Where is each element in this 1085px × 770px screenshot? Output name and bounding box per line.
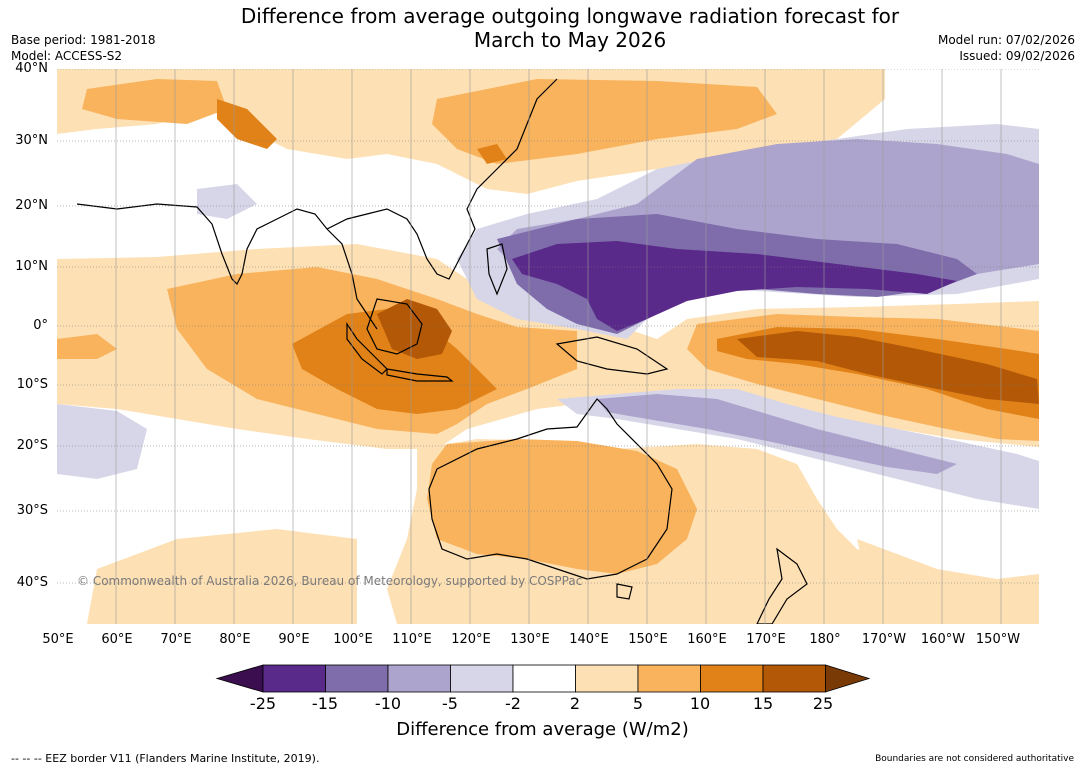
title-line-1: Difference from average outgoing longwav… [240,4,900,28]
lon-label-150e: 150°E [628,632,668,647]
lon-label-120e: 120°E [451,632,491,647]
lon-label-80e: 80°E [219,632,251,647]
lon-label-160w: 160°W [920,632,966,647]
lat-label-10n: 10°N [15,259,48,274]
anomaly-map [57,69,1039,624]
issued-date: Issued: 09/02/2026 [959,49,1075,63]
colorbar-swatch [762,664,826,693]
boundaries-disclaimer: Boundaries are not considered authoritat… [875,754,1074,764]
model-name: Model: ACCESS-S2 [11,49,123,63]
lat-label-40n: 40°N [15,61,48,76]
colorbar-tick: 15 [752,694,774,713]
coastlines [76,78,808,624]
map-title: Difference from average outgoing longwav… [0,4,1085,52]
sumatra [346,322,388,375]
anomaly-15-25-regions [377,299,1039,404]
lon-label-160e: 160°E [687,632,727,647]
colorbar-tick: -2 [505,694,521,713]
colorbar-swatch [325,664,389,693]
lat-label-40s: 40°S [16,575,48,590]
anomaly-minus-15-25-regions [512,241,957,331]
colorbar-swatch [262,664,326,693]
lon-label-150w: 150°W [975,632,1021,647]
colorbar-tick: 5 [632,694,644,713]
colorbar-arrow-min [215,664,264,693]
meta-left: Base period: 1981-2018 Model: ACCESS-S2 [11,32,156,64]
philippines [486,243,508,296]
lat-label-20s: 20°S [16,438,48,453]
lon-label-60e: 60°E [101,632,133,647]
colorbar-tick: -25 [249,694,277,713]
colorbar-tick: -15 [311,694,339,713]
colorbar-swatch [575,664,639,693]
colorbar-swatch [700,664,764,693]
east-asia-coast [326,78,558,280]
lat-label-0: 0° [33,318,48,333]
base-period: Base period: 1981-2018 [11,33,156,47]
colorbar-tick: -10 [374,694,402,713]
lat-label-20n: 20°N [15,198,48,213]
lon-label-90e: 90°E [278,632,310,647]
graticule-meridians [115,69,1002,624]
lat-label-30n: 30°N [15,133,48,148]
meta-right: Model run: 07/02/2026 Issued: 09/02/2026 [938,32,1075,64]
lon-label-50e: 50°E [42,632,74,647]
colorbar-tick: 25 [812,694,834,713]
colorbar-title: Difference from average (W/m2) [396,719,689,740]
java [386,368,454,382]
eez-border-note: -- -- -- EEZ border V11 (Flanders Marine… [11,752,320,765]
copyright-notice: © Commonwealth of Australia 2026, Bureau… [77,574,583,588]
lon-label-170w: 170°W [861,632,907,647]
lon-label-100e: 100°E [333,632,373,647]
new-guinea [555,336,669,375]
south-asia-coast [76,203,378,330]
colorbar-swatch [450,664,514,693]
colorbar-tick: 2 [569,694,581,713]
tasmania [616,583,633,600]
new-zealand [756,547,808,624]
lon-label-170e: 170°E [746,632,786,647]
model-run: Model run: 07/02/2026 [937,33,1075,47]
colorbar-swatch [512,664,576,693]
map-area [57,69,1039,624]
colorbar-swatch [387,664,451,693]
colorbar-swatch [637,664,701,693]
colorbar-arrow-max [825,664,871,693]
lon-label-130e: 130°E [510,632,550,647]
lat-label-10s: 10°S [16,377,48,392]
lat-label-30s: 30°S [16,503,48,518]
australia [428,398,673,580]
borneo [366,298,423,355]
lon-label-180: 180° [809,632,841,647]
colorbar-tick: -5 [442,694,458,713]
lon-label-140e: 140°E [569,632,609,647]
colorbar-tick: 10 [689,694,711,713]
title-line-2: March to May 2026 [473,28,667,52]
lon-label-70e: 70°E [160,632,192,647]
lon-label-110e: 110°E [392,632,432,647]
colorbar [215,664,871,693]
